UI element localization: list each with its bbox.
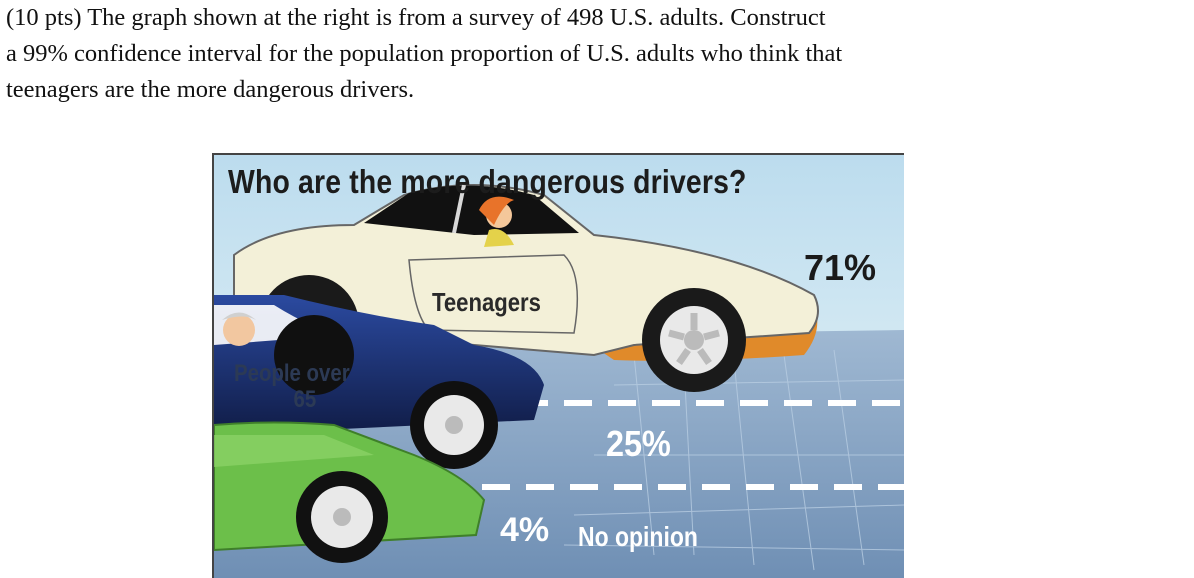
- question-line-2: a 99% confidence interval for the popula…: [6, 40, 843, 67]
- survey-graphic: Who are the more dangerous drivers? 71% …: [212, 153, 904, 578]
- teen-label: Teenagers: [432, 287, 541, 317]
- older-label-line2: 65: [293, 386, 317, 413]
- survey-illustration: [214, 155, 904, 578]
- teen-percent: 71%: [804, 247, 877, 288]
- question-line-1: (10 pts) The graph shown at the right is…: [6, 4, 826, 31]
- lane-markers: [482, 400, 904, 490]
- noop-percent: 4%: [500, 511, 550, 549]
- teen-car: [233, 184, 819, 392]
- noop-label: No opinion: [578, 521, 698, 552]
- question-text: (10 pts) The graph shown at the right is…: [6, 0, 1126, 108]
- older-car: [214, 295, 544, 469]
- older-label: People over 65: [234, 361, 350, 413]
- question-line-3: teenagers are the more dangerous drivers…: [6, 76, 415, 103]
- figure-title: Who are the more dangerous drivers?: [228, 163, 747, 200]
- older-label-line1: People over: [234, 360, 350, 387]
- noop-car: [214, 421, 486, 563]
- older-percent: 25%: [606, 423, 671, 464]
